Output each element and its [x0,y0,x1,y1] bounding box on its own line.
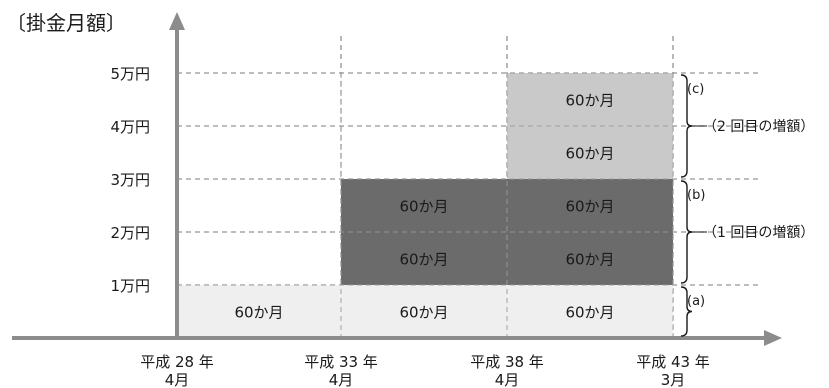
cell-block [341,232,507,285]
y-axis-arrow [169,12,185,30]
cell-label: 60か月 [565,304,614,322]
cell-label: 60か月 [399,304,448,322]
y-tick-label: 3万円 [110,171,150,189]
y-tick-label: 4万円 [110,118,150,136]
annotation-desc-c: （2 回目の増額） [703,119,814,135]
x-tick-label: 平成 33 年 [304,353,378,371]
cell-block [341,285,507,338]
y-tick-label: 5万円 [110,65,150,83]
cell-block [507,73,673,126]
annotation-label-c: (c) [687,82,704,97]
cell-block [507,285,673,338]
cell-label: 60か月 [399,198,448,216]
cell-block [341,179,507,232]
x-tick-sublabel: 4月 [165,371,190,388]
cell-label: 60か月 [565,198,614,216]
x-tick-sublabel: 3月 [661,371,686,388]
bracket-a [680,286,693,337]
cell-block [507,179,673,232]
cell-block [507,232,673,285]
x-axis-arrow [764,330,782,346]
cell-block [507,126,673,179]
cell-block [177,285,341,338]
cell-label: 60か月 [565,145,614,163]
cell-label: 60か月 [234,304,283,322]
cells-layer: 60か月 60か月 60か月 60か月 60か月 60か月 60か月 60か月 60か月 [177,72,760,338]
cell-label: 60か月 [399,251,448,269]
annotation-desc-b: （1 回目の増額） [703,225,814,241]
x-tick-label: 平成 28 年 [140,353,214,371]
y-tick-label: 2万円 [110,224,150,242]
annotations-layer: (a) (b) （1 回目の増額） (c) （2 回目の増額） [680,74,814,337]
x-tick-sublabel: 4月 [329,371,354,388]
y-tick-label: 1万円 [110,277,150,295]
annotation-label-a: (a) [687,294,705,309]
x-tick-label: 平成 38 年 [470,353,544,371]
x-tick-label: 平成 43 年 [636,353,710,371]
x-tick-sublabel: 4月 [495,371,520,388]
cell-label: 60か月 [565,251,614,269]
annotation-label-b: (b) [687,188,705,203]
cell-label: 60か月 [565,92,614,110]
chart-title: 〔掛金月額〕 [6,11,126,35]
